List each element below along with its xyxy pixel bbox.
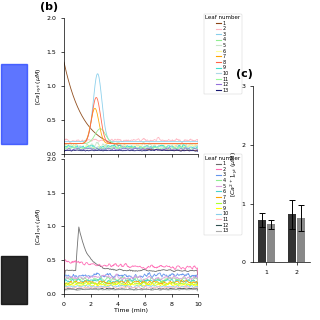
Legend: 1, 2, 3, 4, 5, 6, 7, 8, 9, 10, 11, 12, 13: 1, 2, 3, 4, 5, 6, 7, 8, 9, 10, 11, 12, 1… [204,154,242,235]
X-axis label: Time (min): Time (min) [114,308,148,313]
Bar [267,224,275,262]
Legend: 1, 2, 3, 4, 5, 6, 7, 8, 9, 10, 11, 12, 13: 1, 2, 3, 4, 5, 6, 7, 8, 9, 10, 11, 12, 1… [204,14,242,94]
Bar [258,220,266,262]
Bar [288,214,296,262]
Y-axis label: $[Ca^{2+}]_{cyt}$ ($\mu$M): $[Ca^{2+}]_{cyt}$ ($\mu$M) [228,151,240,197]
Y-axis label: $[Ca]_{cyt}$ ($\mu$M): $[Ca]_{cyt}$ ($\mu$M) [35,208,45,245]
Y-axis label: $[Ca]_{cyt}$ ($\mu$M): $[Ca]_{cyt}$ ($\mu$M) [35,67,45,105]
Bar [1,64,28,144]
Bar [297,218,305,262]
Bar [1,256,28,304]
Text: (b): (b) [40,2,58,12]
Text: (c): (c) [236,69,252,79]
